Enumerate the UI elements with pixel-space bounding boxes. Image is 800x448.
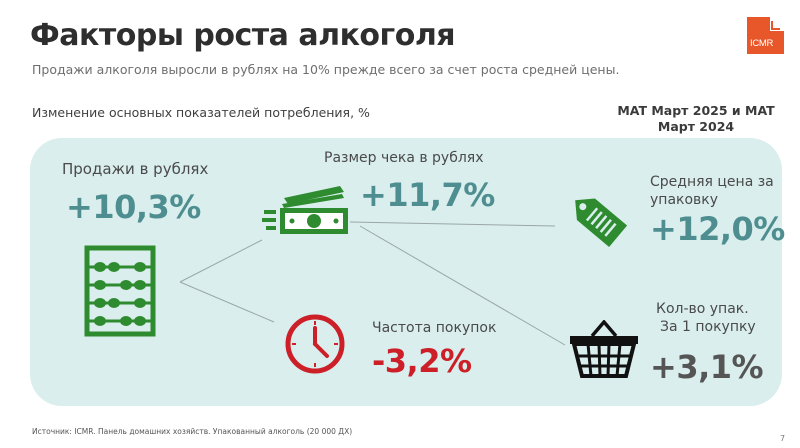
sales-value: +10,3% [66, 188, 201, 226]
period-line-2: Март 2024 [657, 119, 735, 134]
page-number: 7 [780, 434, 786, 443]
section-label: Изменение основных показателей потреблен… [32, 105, 370, 120]
page-subtitle: Продажи алкоголя выросли в рублях на 10%… [32, 62, 620, 77]
logo-text: ICMR [750, 38, 774, 49]
period-label: MAT Март 2025 и MAT Март 2024 [608, 103, 784, 135]
price-tag-icon [560, 186, 632, 256]
check-value: +11,7% [360, 176, 495, 214]
clock-icon [283, 312, 347, 380]
check-label: Размер чека в рублях [324, 150, 484, 166]
money-icon [262, 184, 352, 240]
price-value: +12,0% [650, 210, 785, 248]
packs-label-line-1: Кол-во упак. [656, 301, 749, 317]
period-line-1: MAT Март 2025 и MAT [617, 103, 775, 118]
price-label-line-2: упаковку [650, 192, 719, 208]
icmr-logo: ICMR [747, 17, 784, 54]
packs-value: +3,1% [650, 348, 764, 386]
page-title: Факторы роста алкоголя [30, 18, 456, 53]
frequency-label: Частота покупок [372, 320, 497, 336]
abacus-icon [84, 245, 156, 341]
price-label-line-1: Средняя цена за [650, 174, 774, 190]
sales-label: Продажи в рублях [62, 160, 209, 178]
frequency-value: -3,2% [372, 342, 472, 380]
packs-label-line-2: За 1 покупку [660, 319, 756, 335]
source-note: Источник: ICMR. Панель домашних хозяйств… [32, 427, 353, 436]
basket-icon [568, 319, 640, 382]
